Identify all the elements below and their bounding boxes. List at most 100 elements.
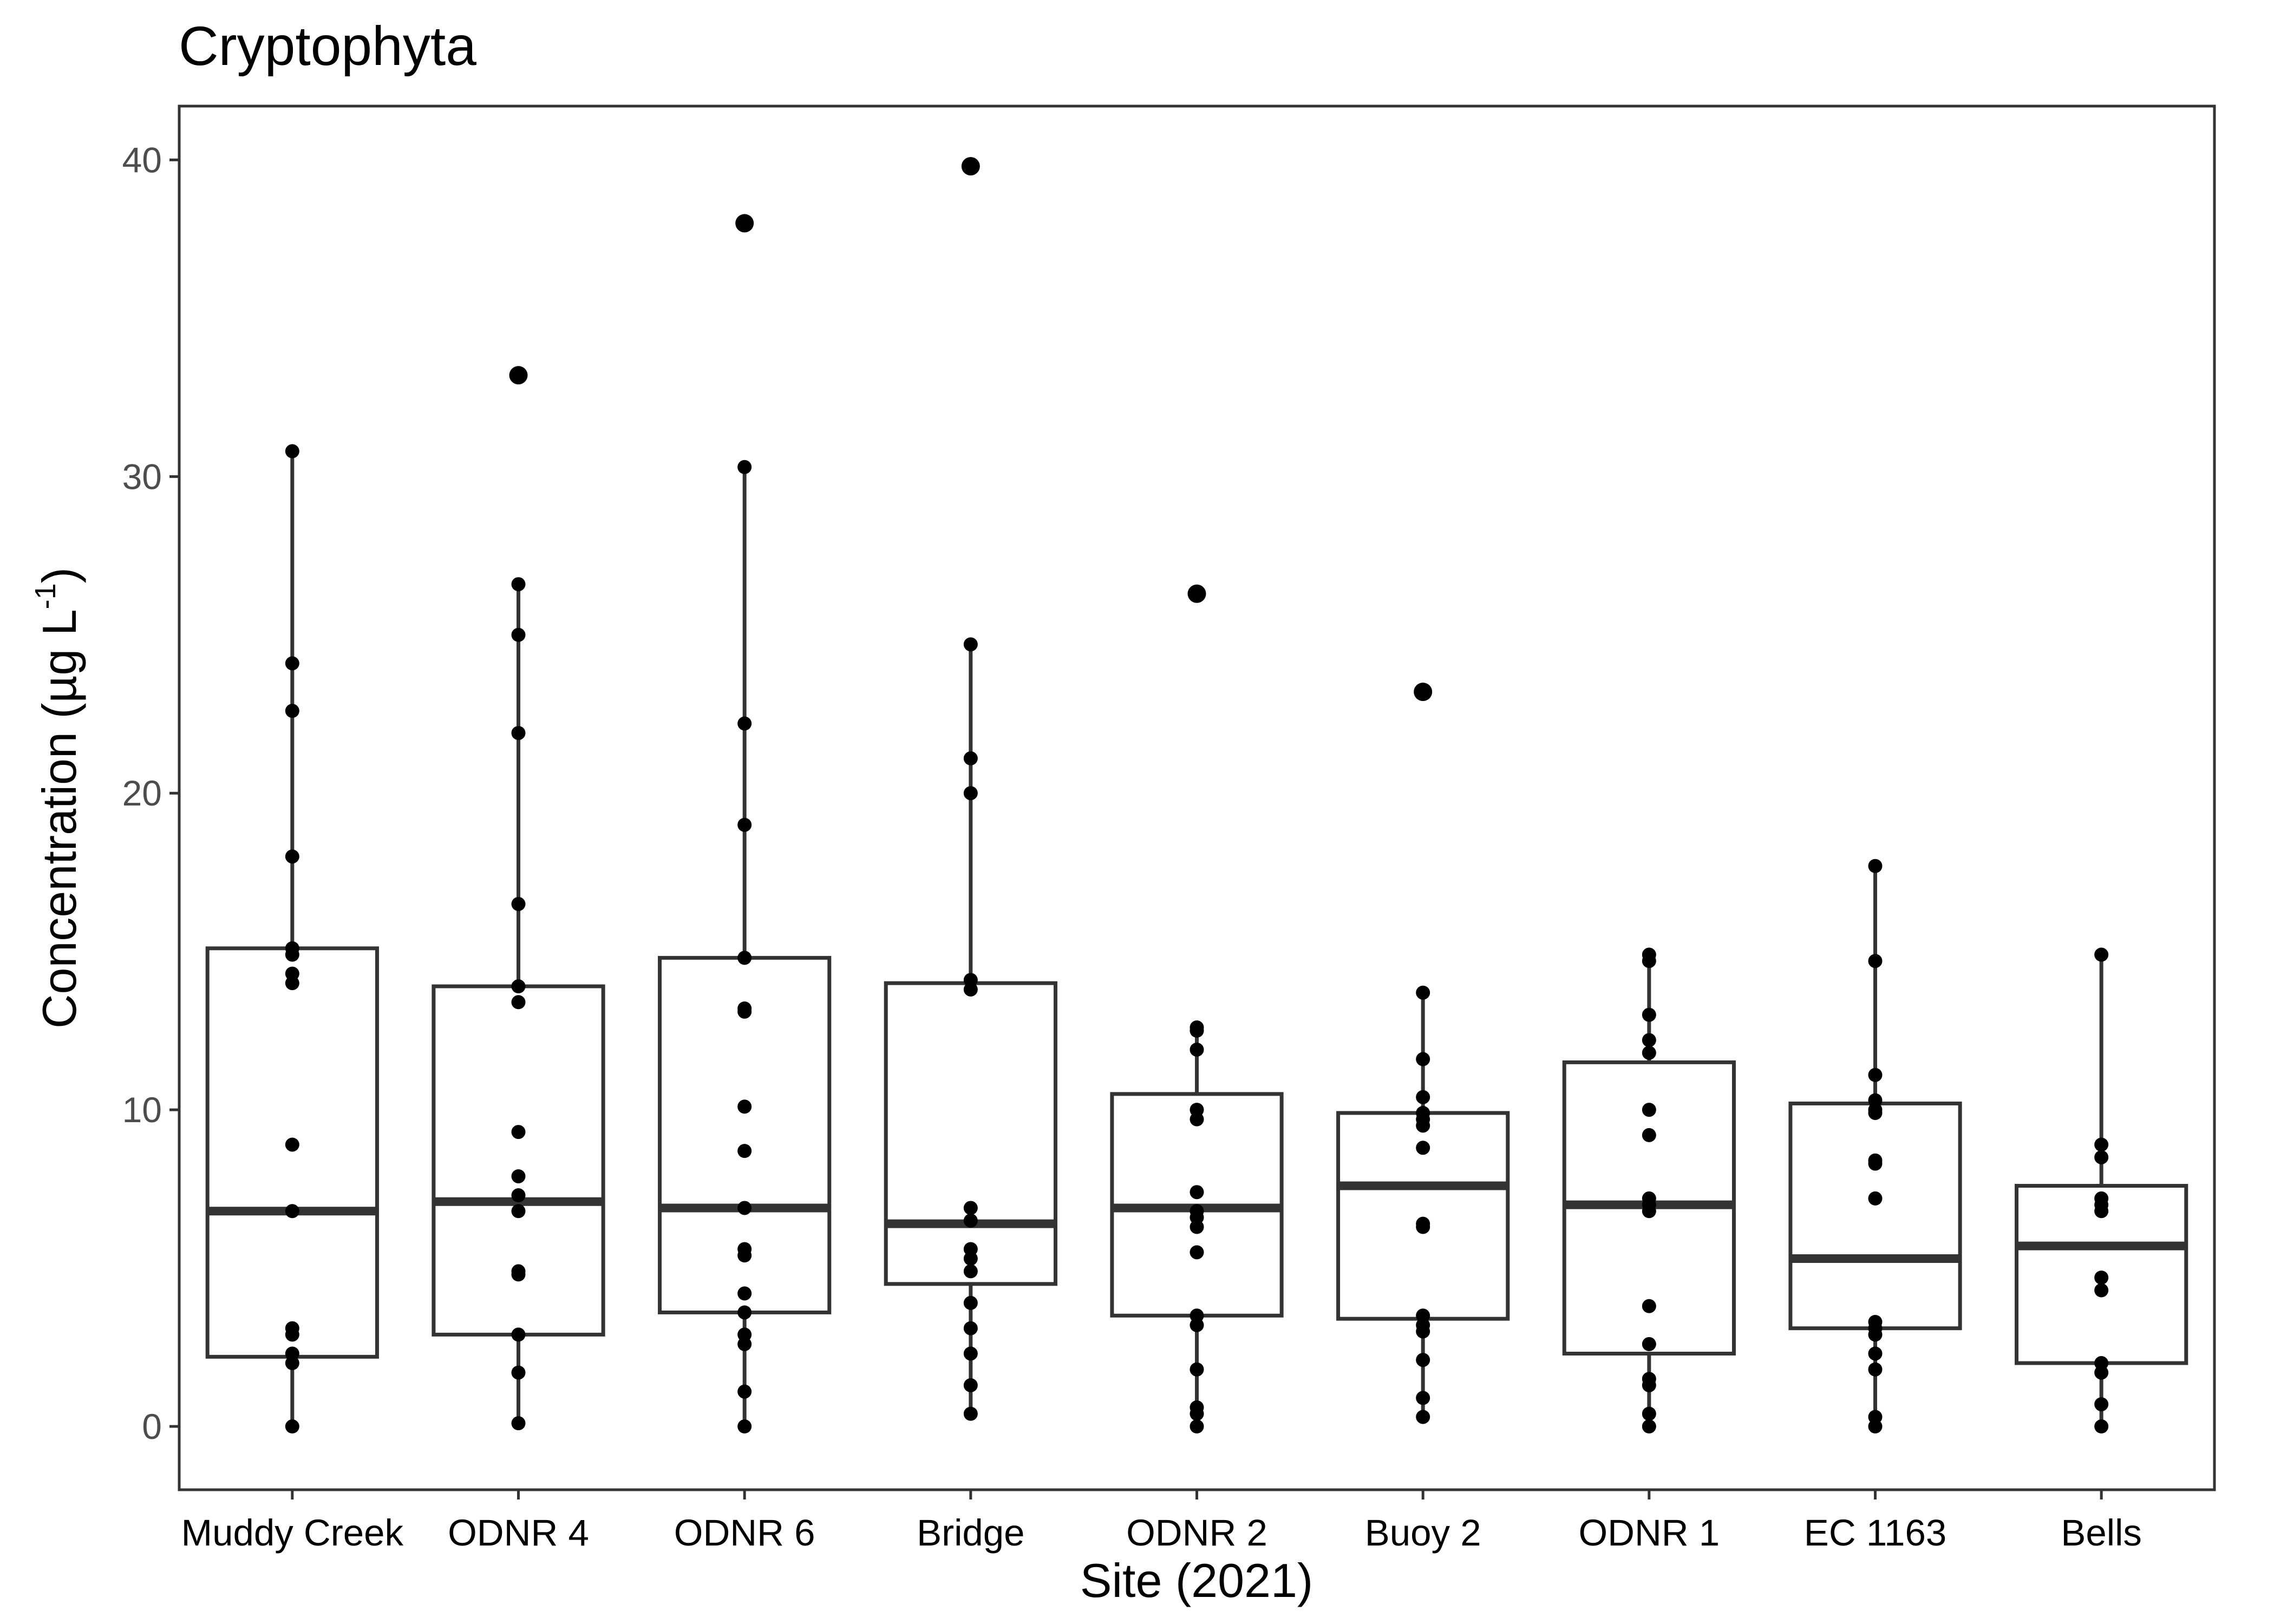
data-point <box>285 947 299 962</box>
y-axis: 0 10 20 30 40 <box>122 140 179 1446</box>
y-tick-label-30: 30 <box>122 456 162 496</box>
data-point <box>1416 1324 1430 1339</box>
data-point <box>2094 1137 2109 1152</box>
data-point <box>1642 1406 1656 1421</box>
data-point <box>1868 1419 1883 1434</box>
points-0 <box>285 444 299 1434</box>
data-point <box>963 982 978 997</box>
data-point <box>1868 1156 1883 1171</box>
data-point <box>511 726 526 741</box>
x-axis: Muddy Creek ODNR 4 ODNR 6 Bridge ODNR 2 Buoy … <box>181 1490 2142 1554</box>
y-tick-label-20: 20 <box>122 773 162 813</box>
data-point <box>1642 1128 1656 1142</box>
data-point <box>511 1365 526 1380</box>
data-point <box>511 368 526 383</box>
data-point <box>511 979 526 994</box>
data-point <box>1868 1105 1883 1120</box>
data-point <box>1190 1362 1204 1377</box>
data-point <box>1642 1378 1656 1392</box>
chart-title: Cryptophyta <box>179 15 476 77</box>
y-tick-label-0: 0 <box>142 1406 162 1446</box>
data-point <box>285 976 299 991</box>
points-4 <box>1190 586 1204 1434</box>
x-tick-label-5: Buoy 2 <box>1365 1512 1481 1554</box>
data-point <box>511 1204 526 1219</box>
data-point <box>1868 1327 1883 1342</box>
data-point <box>737 1004 752 1019</box>
boxplot-5 <box>1336 683 1510 1417</box>
data-point <box>511 896 526 911</box>
data-point <box>1416 1410 1430 1424</box>
data-point <box>963 1201 978 1215</box>
data-point <box>1416 1391 1430 1405</box>
y-axis-title-main: Concentration (µg L <box>32 609 86 1029</box>
points-3 <box>963 159 978 1421</box>
data-point <box>963 1321 978 1335</box>
data-point <box>1642 954 1656 968</box>
data-point <box>963 786 978 801</box>
data-point <box>1190 1245 1204 1260</box>
data-point <box>285 1419 299 1434</box>
box <box>432 984 605 1337</box>
data-point <box>285 444 299 459</box>
data-point <box>285 1204 299 1219</box>
data-point <box>737 716 752 731</box>
data-point <box>1642 1007 1656 1022</box>
data-point <box>511 1188 526 1203</box>
data-point <box>1416 985 1430 1000</box>
data-point <box>1642 1103 1656 1117</box>
data-point <box>963 1264 978 1279</box>
data-point <box>1190 1318 1204 1332</box>
x-tick-label-7: EC 1163 <box>1804 1512 1946 1554</box>
data-point <box>1868 1346 1883 1361</box>
data-point <box>1416 1353 1430 1367</box>
data-point <box>737 216 752 231</box>
data-point <box>737 1337 752 1351</box>
data-point <box>1642 1045 1656 1060</box>
data-point <box>2094 947 2109 962</box>
data-point <box>963 1252 978 1266</box>
boxplot-4 <box>1110 584 1284 1427</box>
data-point <box>1416 1220 1430 1234</box>
data-point <box>963 637 978 652</box>
boxplot-6 <box>1562 954 1736 1427</box>
points-2 <box>737 216 752 1434</box>
data-point <box>963 1406 978 1421</box>
data-point <box>1416 1118 1430 1133</box>
y-axis-title-suffix: ) <box>32 567 86 583</box>
data-point <box>2094 1283 2109 1298</box>
points-1 <box>511 368 526 1431</box>
data-point <box>1190 1042 1204 1057</box>
points-6 <box>1642 947 1656 1434</box>
data-point <box>1190 1112 1204 1127</box>
y-tick-label-10: 10 <box>122 1090 162 1130</box>
data-point <box>1642 1204 1656 1219</box>
boxplots <box>205 157 2188 1427</box>
data-point <box>1642 1337 1656 1351</box>
data-point <box>737 1305 752 1320</box>
data-point <box>1190 586 1204 601</box>
data-point <box>1190 1185 1204 1200</box>
data-point <box>737 460 752 474</box>
points-5 <box>1416 685 1430 1424</box>
data-point <box>963 1378 978 1392</box>
data-point <box>1416 1052 1430 1066</box>
x-tick-label-3: Bridge <box>917 1512 1024 1554</box>
data-point <box>1642 1299 1656 1313</box>
data-point <box>963 1346 978 1361</box>
boxplot-7 <box>1788 866 1962 1427</box>
data-point <box>737 817 752 832</box>
data-point <box>511 1125 526 1140</box>
data-point <box>285 656 299 671</box>
data-point <box>1190 1023 1204 1038</box>
y-axis-title: Concentration (µg L-1) <box>29 567 86 1029</box>
data-point <box>1868 954 1883 968</box>
data-point <box>963 159 978 174</box>
data-point <box>1190 1406 1204 1421</box>
data-point <box>963 751 978 765</box>
data-point <box>511 1169 526 1183</box>
data-point <box>285 704 299 718</box>
data-point <box>737 1248 752 1263</box>
x-tick-label-8: Bells <box>2061 1512 2142 1554</box>
box <box>884 981 1057 1286</box>
